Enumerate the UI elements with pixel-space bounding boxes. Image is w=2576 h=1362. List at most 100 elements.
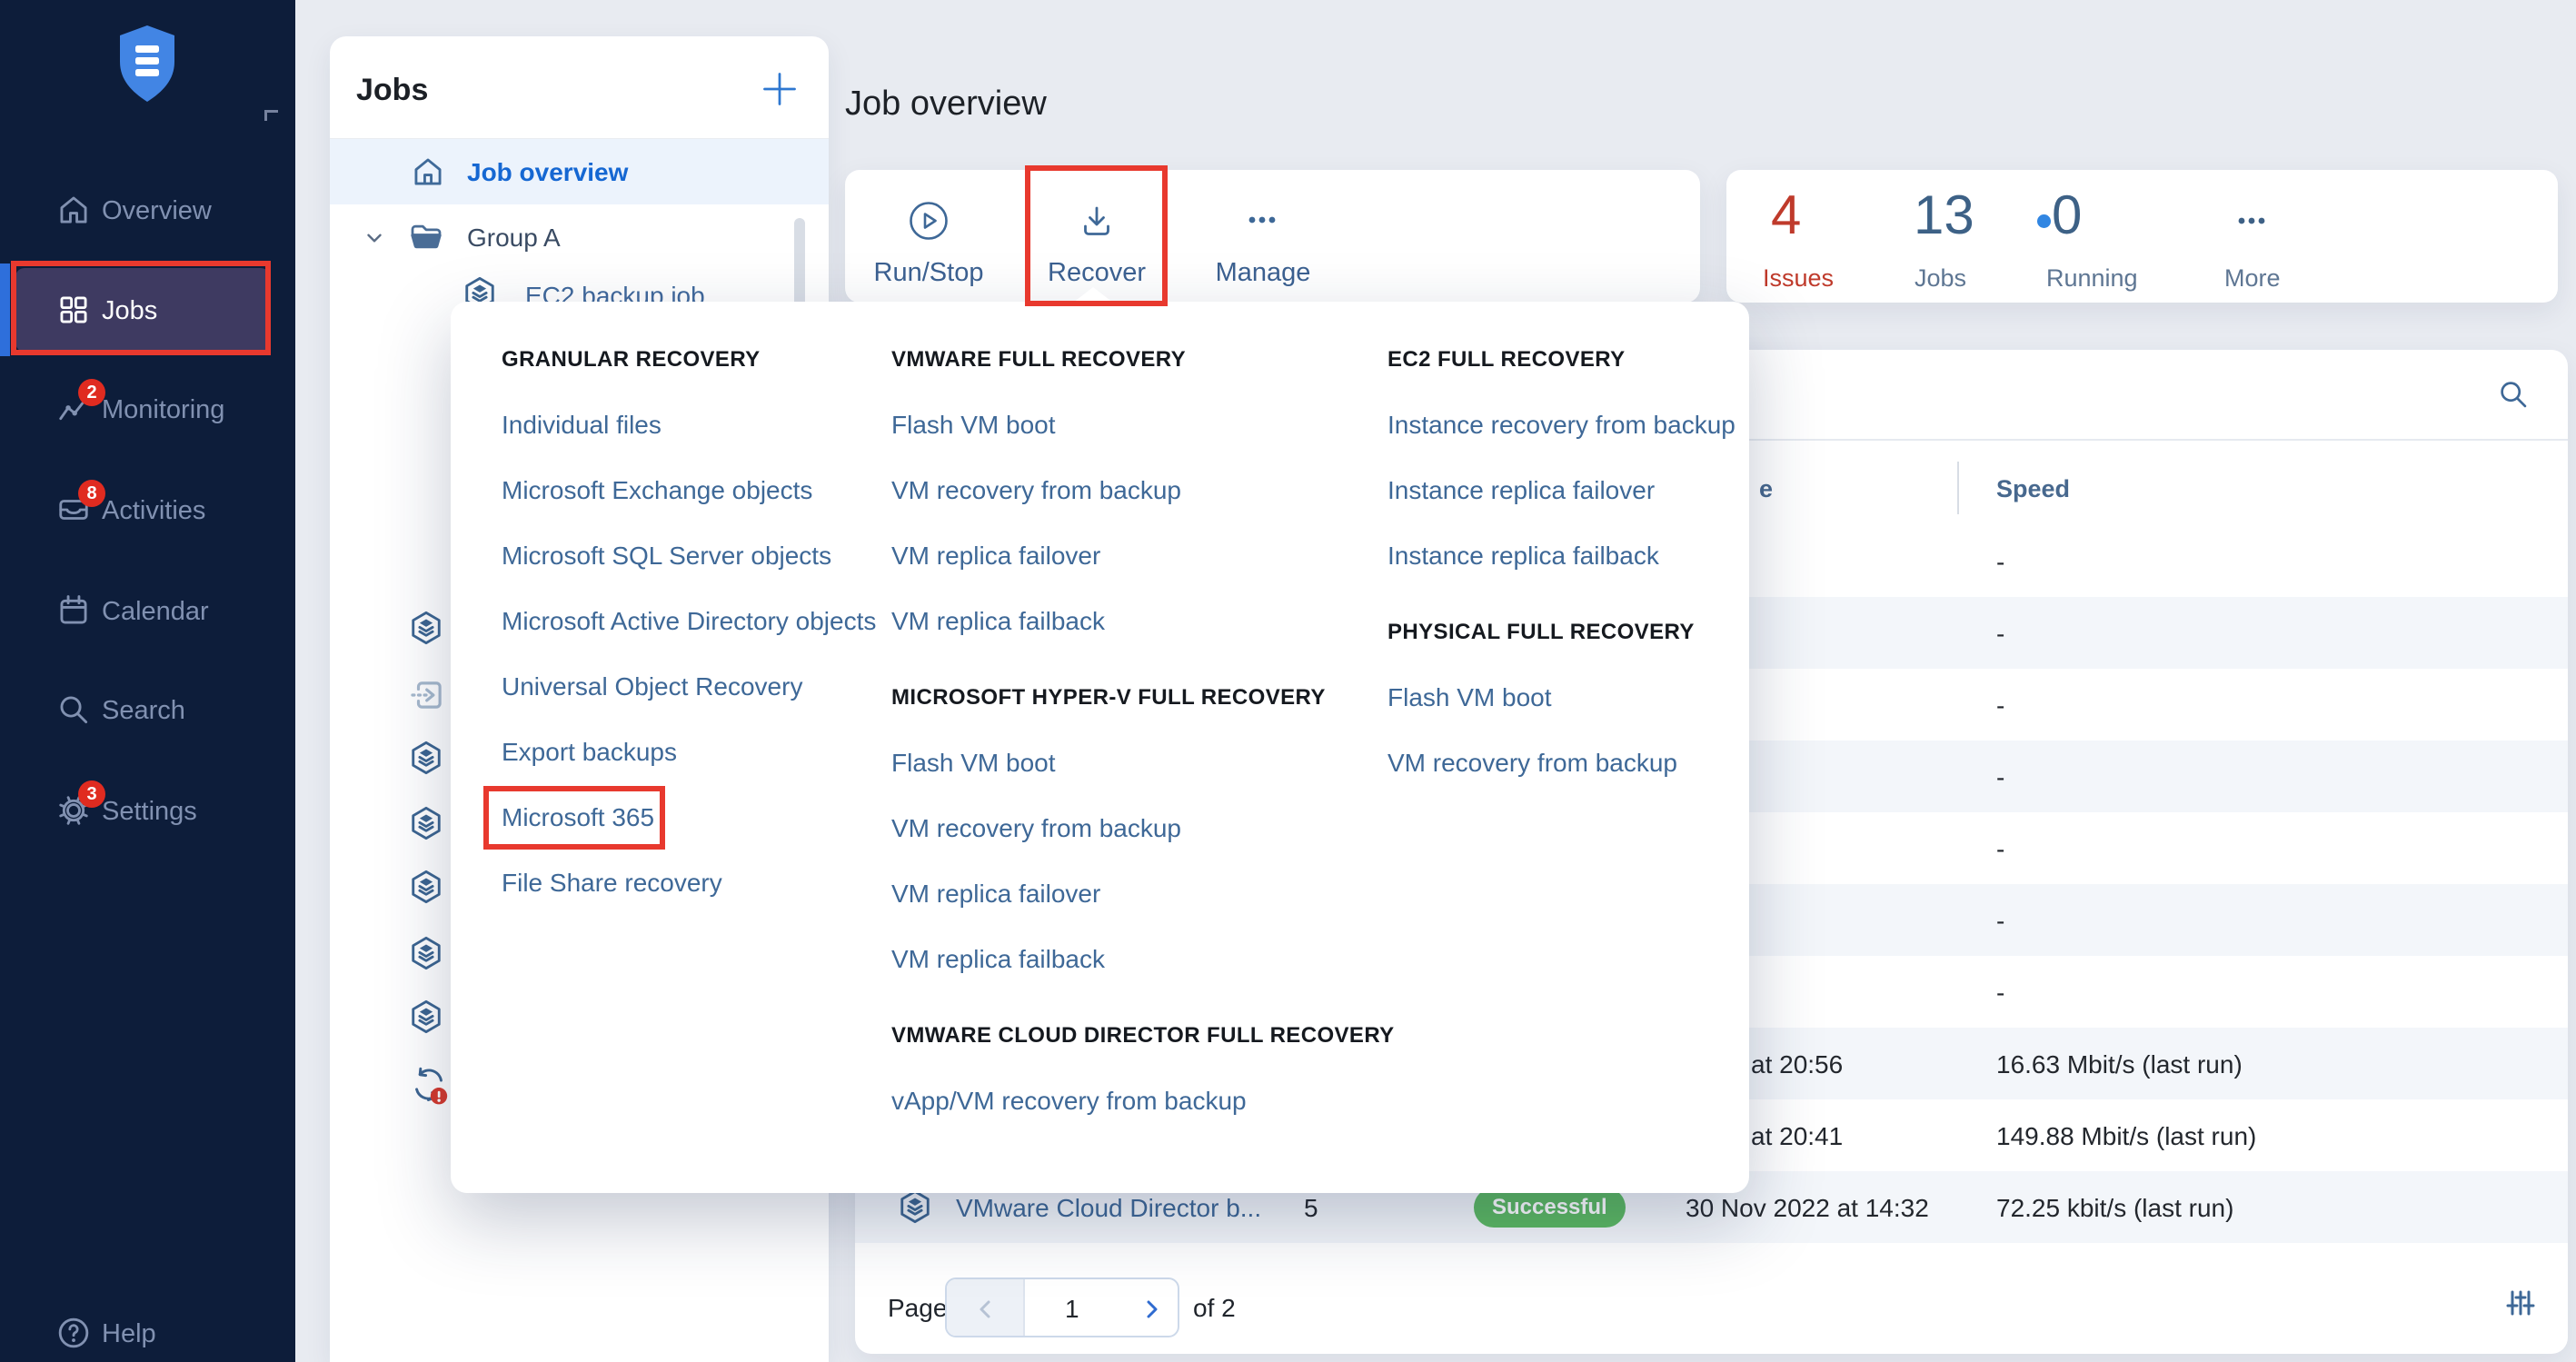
ellipsis-icon xyxy=(1242,200,1282,240)
sidebar-collapse-icon[interactable] xyxy=(264,110,278,121)
column-divider xyxy=(1957,462,1959,514)
sidebar-item-monitoring[interactable]: Monitoring2 xyxy=(0,363,295,454)
menu-item-microsoft-365[interactable]: Microsoft 365 xyxy=(502,800,654,836)
ellipsis-icon[interactable] xyxy=(2232,201,2272,241)
current-page[interactable]: 1 xyxy=(1065,1295,1079,1324)
speed-cell: - xyxy=(1996,835,2004,864)
speed-cell: - xyxy=(1996,907,2004,936)
action-label: Recover xyxy=(1048,258,1146,288)
sidebar-item-label: Settings xyxy=(102,797,197,827)
stat-value: 4 xyxy=(1771,177,1801,254)
page-label: Page xyxy=(888,1294,947,1323)
sidebar-item-jobs[interactable]: Jobs xyxy=(0,264,295,355)
backup-job-icon[interactable] xyxy=(409,806,443,840)
menu-item-instance-recovery-from-backup[interactable]: Instance recovery from backup xyxy=(1387,407,1736,443)
speed-cell: 16.63 Mbit/s (last run) xyxy=(1996,1050,2243,1079)
stats-card: 4Issues13Jobs0RunningMore xyxy=(1726,170,2558,303)
recovery-error-icon[interactable] xyxy=(409,1065,449,1105)
job-name-link[interactable]: VMware Cloud Director b... xyxy=(956,1194,1261,1223)
menu-section-title: GRANULAR RECOVERY xyxy=(502,342,761,378)
backup-job-icon[interactable] xyxy=(409,936,443,970)
finish-time-cell: at 20:41 xyxy=(1751,1122,1843,1151)
sidebar-item-settings[interactable]: Settings3 xyxy=(0,765,295,856)
tree-item-group-a[interactable]: Group A xyxy=(330,204,829,270)
menu-item-vm-recovery-from-backup[interactable]: VM recovery from backup xyxy=(1387,745,1677,781)
backup-job-icon[interactable] xyxy=(409,611,443,645)
menu-item-file-share-recovery[interactable]: File Share recovery xyxy=(502,865,722,901)
tree-item-label: Group A xyxy=(467,224,561,253)
speed-cell: - xyxy=(1996,979,2004,1008)
menu-item-microsoft-active-directory-objects[interactable]: Microsoft Active Directory objects xyxy=(502,603,876,640)
help-icon xyxy=(56,1316,91,1350)
actions-card: Run/Stop Recover Manage xyxy=(845,170,1700,303)
menu-item-instance-replica-failover[interactable]: Instance replica failover xyxy=(1387,472,1655,509)
pager-control: 1 xyxy=(945,1277,1179,1337)
sidebar-item-activities[interactable]: Activities8 xyxy=(0,464,295,555)
menu-item-flash-vm-boot[interactable]: Flash VM boot xyxy=(891,745,1056,781)
search-icon[interactable] xyxy=(2497,378,2530,411)
status-badge: Successful xyxy=(1474,1188,1626,1228)
menu-item-vapp-vm-recovery-from-backup[interactable]: vApp/VM recovery from backup xyxy=(891,1083,1247,1119)
menu-item-universal-object-recovery[interactable]: Universal Object Recovery xyxy=(502,669,802,705)
next-page-button[interactable] xyxy=(1137,1295,1166,1324)
backup-job-icon[interactable] xyxy=(409,870,443,904)
menu-item-flash-vm-boot[interactable]: Flash VM boot xyxy=(891,407,1056,443)
search-icon xyxy=(56,692,91,727)
page-title: Job overview xyxy=(845,85,1047,124)
sidebar-item-label: Overview xyxy=(102,196,212,226)
sidebar-item-overview[interactable]: Overview xyxy=(0,164,295,255)
tree-item-job-overview[interactable]: Job overview xyxy=(330,139,829,204)
speed-cell: 149.88 Mbit/s (last run) xyxy=(1996,1122,2256,1151)
chevron-down-icon[interactable] xyxy=(363,226,386,250)
menu-item-flash-vm-boot[interactable]: Flash VM boot xyxy=(1387,680,1552,716)
menu-section-title: VMWARE CLOUD DIRECTOR FULL RECOVERY xyxy=(891,1018,1395,1054)
running-dot xyxy=(2037,214,2051,228)
action-label: Manage xyxy=(1216,258,1311,288)
speed-cell: - xyxy=(1996,691,2004,721)
job-count: 5 xyxy=(1304,1194,1318,1223)
menu-item-vm-replica-failback[interactable]: VM replica failback xyxy=(891,603,1105,640)
column-header-speed[interactable]: Speed xyxy=(1996,475,2070,503)
sliders-icon[interactable] xyxy=(2504,1287,2537,1319)
menu-item-vm-replica-failback[interactable]: VM replica failback xyxy=(891,941,1105,978)
shield-logo-icon xyxy=(116,24,178,104)
play-circle-icon xyxy=(908,200,950,242)
house-icon xyxy=(411,154,445,189)
stat-value: 0 xyxy=(2052,177,2082,254)
prev-page-button[interactable] xyxy=(947,1279,1025,1337)
sidebar-item-label: Activities xyxy=(102,496,205,526)
sidebar-item-calendar[interactable]: Calendar xyxy=(0,565,295,656)
menu-item-microsoft-exchange-objects[interactable]: Microsoft Exchange objects xyxy=(502,472,812,509)
menu-item-vm-replica-failover[interactable]: VM replica failover xyxy=(891,538,1100,574)
dropdown-caret xyxy=(1073,287,1113,303)
download-icon xyxy=(1076,200,1118,242)
sidebar-item-search[interactable]: Search xyxy=(0,664,295,755)
calendar-icon xyxy=(56,593,91,628)
menu-item-individual-files[interactable]: Individual files xyxy=(502,407,661,443)
active-accent-bar xyxy=(0,263,10,356)
backup-job-icon[interactable] xyxy=(409,741,443,775)
sidebar-item-help[interactable]: Help xyxy=(0,1287,295,1362)
replication-job-icon[interactable] xyxy=(409,676,447,714)
menu-item-vm-recovery-from-backup[interactable]: VM recovery from backup xyxy=(891,810,1181,847)
menu-item-instance-replica-failback[interactable]: Instance replica failback xyxy=(1387,538,1659,574)
speed-cell: - xyxy=(1996,620,2004,649)
sidebar-item-label: Help xyxy=(102,1319,156,1349)
stat-value: 13 xyxy=(1914,177,1974,254)
total-pages-label: of 2 xyxy=(1193,1294,1236,1323)
finish-time-cell: at 20:56 xyxy=(1751,1050,1843,1079)
menu-item-microsoft-sql-server-objects[interactable]: Microsoft SQL Server objects xyxy=(502,538,831,574)
action-label: Run/Stop xyxy=(874,258,984,288)
menu-item-vm-recovery-from-backup[interactable]: VM recovery from backup xyxy=(891,472,1181,509)
tree-item-label: Job overview xyxy=(467,158,628,187)
finish-time-cell: 30 Nov 2022 at 14:32 xyxy=(1686,1194,1929,1223)
menu-item-vm-replica-failover[interactable]: VM replica failover xyxy=(891,876,1100,912)
backup-job-icon[interactable] xyxy=(409,999,443,1034)
recover-dropdown-menu: GRANULAR RECOVERY Individual files Microso… xyxy=(451,302,1749,1193)
stat-label: Running xyxy=(2046,264,2138,293)
column-header-truncated[interactable]: e xyxy=(1759,475,1773,503)
sidebar-item-label: Monitoring xyxy=(102,395,224,425)
notification-badge: 3 xyxy=(78,780,105,808)
menu-item-export-backups[interactable]: Export backups xyxy=(502,734,677,770)
plus-icon[interactable] xyxy=(760,69,800,109)
